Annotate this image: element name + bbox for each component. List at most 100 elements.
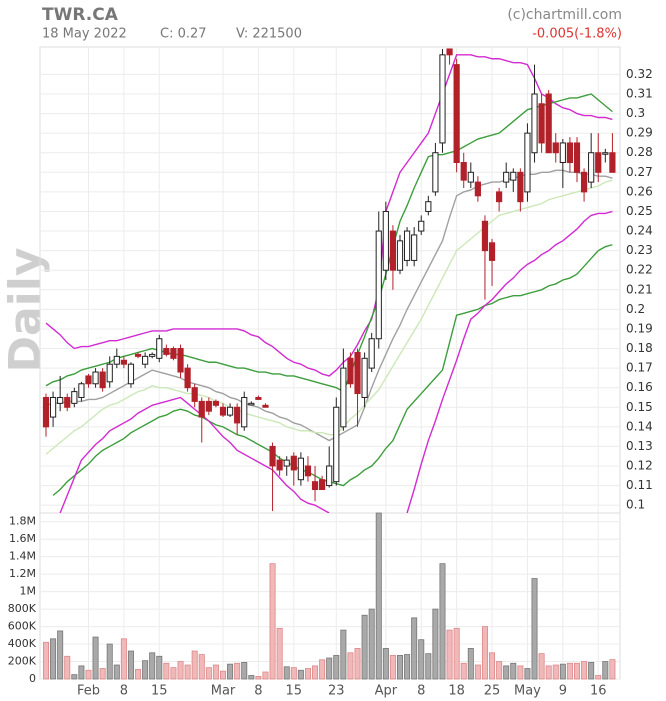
candle-body	[340, 367, 347, 428]
candle-body	[403, 230, 411, 261]
candle-body	[269, 445, 276, 467]
volume-bar	[396, 655, 403, 680]
candle-body	[474, 181, 481, 197]
candle-body	[234, 406, 241, 424]
candle-body	[283, 459, 290, 467]
candle-body	[559, 142, 566, 164]
change: -0.005(-1.8%)	[532, 27, 622, 42]
candle-body	[219, 406, 227, 416]
candle-body	[595, 152, 602, 173]
volume-tick-label: 600K	[8, 620, 37, 633]
volume-bar	[538, 653, 545, 680]
volume-bar	[106, 643, 113, 680]
volume-bar	[340, 629, 347, 680]
volume-bar	[326, 657, 333, 680]
volume-tick-label: 200K	[8, 655, 37, 668]
candle-body	[177, 348, 184, 373]
indicator-line	[45, 93, 613, 393]
candle-body	[198, 400, 205, 418]
volume-bar	[71, 674, 78, 680]
volume-bar	[581, 661, 588, 680]
volume-bar	[404, 654, 411, 680]
volume-bar	[276, 627, 283, 680]
volume-bar	[588, 662, 595, 680]
volume-bar	[184, 664, 191, 680]
candle-body	[241, 396, 248, 428]
candle-body	[113, 355, 120, 365]
candle-body	[333, 406, 340, 483]
volume-info: V: 221500	[236, 27, 302, 42]
candle-body	[496, 191, 503, 203]
candle-body	[57, 396, 64, 404]
candle-body	[524, 132, 531, 193]
volume-tick-label: 1.2M	[9, 567, 36, 580]
candle-body	[503, 171, 510, 183]
chart-title: TWR.CA	[42, 5, 119, 25]
candle-body	[163, 348, 170, 355]
candle-body	[588, 152, 595, 183]
volume-tick-label: 400K	[8, 637, 37, 650]
indicator-line	[59, 210, 613, 513]
volume-bar	[149, 652, 156, 680]
volume-bar	[191, 650, 198, 680]
candle-body	[354, 351, 361, 395]
volume-bar	[127, 650, 134, 680]
x-tick-label: 8	[120, 684, 128, 699]
watermark: Daily	[0, 247, 51, 372]
volume-bar	[85, 669, 92, 680]
candle-body	[290, 455, 297, 471]
volume-bar	[113, 664, 120, 680]
volume-bar	[92, 636, 99, 680]
date: 18 May 2022	[42, 27, 127, 42]
volume-bar	[227, 663, 234, 680]
indicator-line	[52, 244, 613, 496]
candle-body	[382, 210, 389, 271]
candle-body	[396, 240, 404, 271]
y-tick-label: 0.21	[626, 282, 653, 296]
volume-bar	[283, 666, 290, 680]
candle-body	[212, 400, 220, 406]
volume-bar	[559, 663, 566, 680]
candle-body	[446, 48, 453, 56]
volume-bar	[312, 665, 319, 680]
volume-bar	[531, 578, 538, 680]
source: (c)chartmill.com	[507, 7, 622, 23]
candle-body	[418, 220, 425, 232]
volume-tick-label: 800K	[8, 602, 37, 615]
candle-body	[255, 396, 262, 400]
candle-body	[488, 242, 496, 261]
x-tick-label: 18	[448, 684, 465, 699]
volume-bar	[481, 626, 488, 680]
volume-bar	[156, 655, 163, 680]
volume-bar	[255, 675, 262, 680]
candle-body	[142, 355, 149, 365]
volume-bar	[78, 665, 85, 680]
candle-body	[517, 171, 524, 203]
x-tick-label: 25	[484, 684, 501, 699]
candle-body	[411, 234, 418, 261]
volume-bar	[64, 655, 71, 680]
candle-body	[71, 391, 78, 404]
volume-bar	[411, 617, 418, 680]
candle-body	[609, 152, 616, 173]
volume-bar	[57, 630, 64, 680]
volume-bar	[595, 675, 602, 680]
y-tick-label: 0.17	[626, 361, 653, 375]
volume-tick-label: 1.4M	[9, 550, 36, 563]
volume-bar	[503, 665, 510, 680]
volume-bar	[142, 660, 149, 680]
y-tick-label: 0.32	[626, 67, 653, 81]
volume-bar	[290, 667, 297, 680]
volume-bar	[425, 653, 432, 680]
volume-bar	[219, 670, 226, 680]
candle-body	[552, 142, 559, 154]
volume-bar	[297, 669, 304, 680]
volume-bar	[418, 639, 425, 680]
indicator-line	[45, 179, 613, 455]
price-plot	[42, 48, 616, 513]
candle-body	[42, 396, 50, 428]
y-tick-label: 0.23	[626, 243, 653, 257]
candle-body	[319, 479, 326, 491]
volume-bar	[99, 668, 106, 680]
